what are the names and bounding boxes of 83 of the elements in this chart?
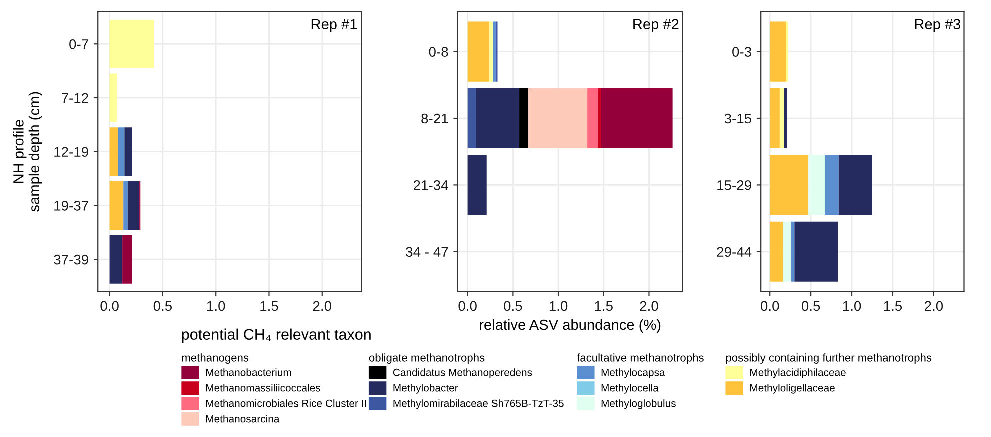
bar (520, 88, 529, 149)
bar (110, 20, 154, 68)
bar (110, 181, 124, 230)
bar (784, 88, 788, 149)
bar (118, 128, 125, 176)
bar (528, 88, 588, 149)
text: methanogens (182, 354, 249, 364)
y-axis-title: NH profile sample depth (cm) (13, 92, 42, 212)
y-tick-label: 37-39 (54, 254, 88, 265)
legend-title: potential CH₄ relevant taxon (182, 328, 371, 344)
y-tick-label: 12-19 (54, 147, 88, 158)
x-tick-label: 0.0 (760, 301, 780, 312)
y-tick-label: 0-7 (70, 39, 88, 50)
x-tick-label: 1.5 (260, 301, 278, 312)
legend-label: Methylomirabilaceae Sh765B-TzT-35 (394, 400, 564, 410)
bar (588, 88, 598, 149)
bar (124, 128, 132, 176)
bar (770, 22, 786, 82)
legend-label: Methanobacterium (206, 368, 292, 376)
x-tick-label: 1.0 (550, 301, 568, 312)
x-tick-label: 1.5 (884, 301, 902, 312)
x-tick-label: 2.0 (640, 301, 658, 312)
x-tick-label: 0.5 (154, 301, 172, 312)
y-tick-label: 0-3 (732, 47, 752, 57)
chart-title: Rep #1 (312, 19, 358, 32)
legend-label: Methyloligellaceae (750, 384, 835, 394)
bar (808, 155, 825, 216)
bar (770, 155, 809, 216)
x-axis-title: relative ASV abundance (%) (480, 319, 661, 334)
bar (794, 222, 838, 282)
bar (770, 222, 784, 282)
y-tick-label: 3-15 (724, 114, 752, 124)
bar (468, 88, 476, 149)
legend-label: Methylocella (602, 384, 659, 394)
legend-label: Methylobacter (394, 384, 458, 394)
legend-label: Methanomassiliicoccales (206, 384, 320, 392)
bar (476, 88, 520, 149)
bar (110, 235, 123, 284)
chart-title: Rep #2 (634, 19, 679, 32)
bar (490, 22, 494, 82)
bar (468, 155, 487, 216)
bar (124, 181, 128, 230)
bar (824, 155, 839, 216)
y-tick-label: 21-34 (414, 180, 448, 190)
legend-label: Methylocapsa (602, 368, 666, 378)
text: facultative methanotrophs (577, 354, 704, 364)
x-tick-label: 2.0 (313, 301, 332, 312)
legend-label: Methanosarcina (206, 415, 280, 423)
text: obligate methanotrophs (369, 354, 485, 364)
x-tick-label: 0.0 (458, 301, 477, 312)
x-tick-label: 0.5 (504, 301, 522, 312)
x-tick-label: 0.5 (802, 301, 820, 312)
y-tick-label: 0-8 (429, 47, 448, 57)
bar (128, 181, 140, 230)
legend-label: Methyloglobulus (602, 400, 676, 410)
x-tick-label: 2.0 (924, 301, 944, 312)
chart-title: Rep #3 (915, 19, 961, 32)
y-tick-label: 15-29 (718, 180, 752, 190)
y-tick-label: 29-44 (717, 247, 752, 258)
y-tick-label: 34 - 47 (406, 247, 448, 258)
bar (770, 88, 780, 149)
text: possibly containing further methanotrophs (726, 354, 932, 364)
legend-label: Methanomicrobiales Rice Cluster II (206, 400, 366, 408)
bar (110, 74, 118, 122)
bar (601, 88, 673, 149)
bar (122, 235, 132, 284)
bar (598, 88, 602, 149)
y-tick-label: 7-12 (62, 93, 88, 104)
x-tick-label: 0.0 (100, 301, 119, 312)
x-tick-label: 1.0 (208, 301, 226, 312)
x-tick-label: 1.5 (595, 301, 613, 312)
bar (493, 22, 496, 82)
bar (468, 22, 490, 82)
bar (780, 88, 784, 149)
legend-label: Candidatus Methanoperedens (393, 368, 532, 378)
y-tick-label: 8-21 (422, 114, 448, 124)
y-tick-label: 19-37 (54, 201, 88, 211)
bar (110, 128, 118, 176)
x-tick-label: 1.0 (843, 301, 862, 312)
bar (791, 222, 795, 282)
bar (783, 222, 792, 282)
legend-label: Methylacidiphilaceae (750, 368, 846, 378)
bar (838, 155, 872, 216)
